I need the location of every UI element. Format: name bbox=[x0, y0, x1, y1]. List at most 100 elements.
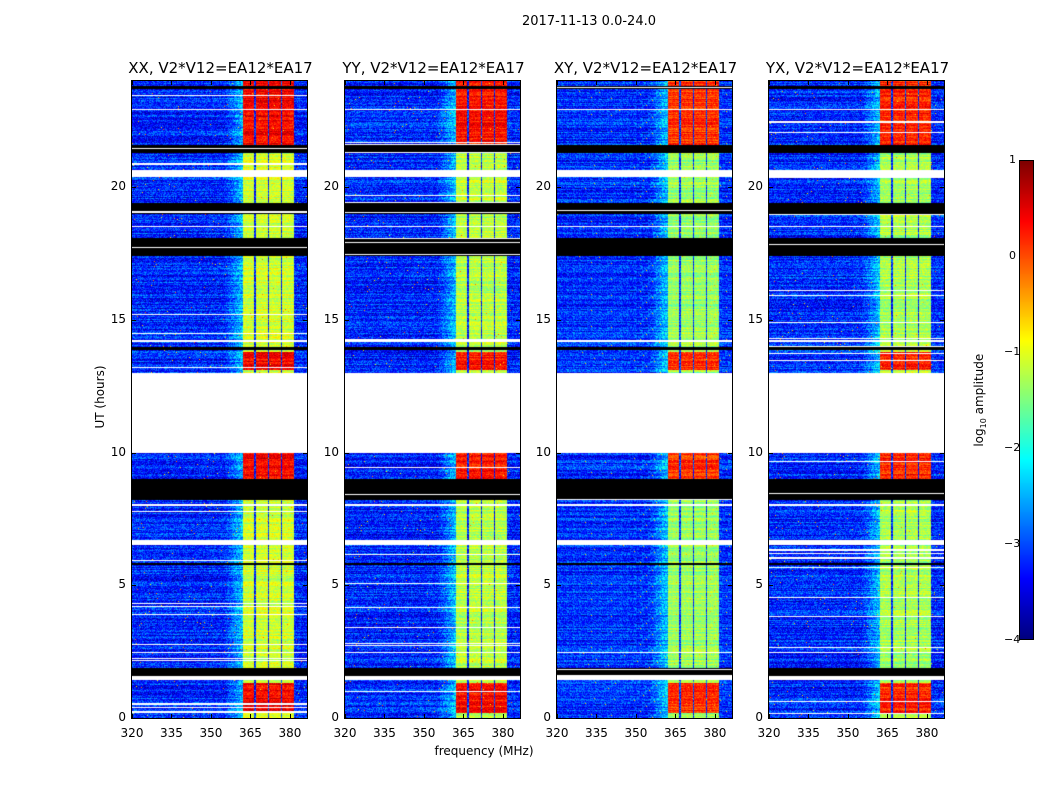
y-tick-label: 5 bbox=[118, 577, 126, 592]
x-tick-label: 320 bbox=[757, 726, 781, 740]
y-tick-mark bbox=[940, 585, 944, 587]
x-tick-mark bbox=[250, 714, 252, 718]
x-tick-mark bbox=[502, 81, 504, 85]
y-tick-mark bbox=[728, 718, 732, 719]
y-tick-mark bbox=[557, 718, 561, 719]
y-tick-mark bbox=[769, 718, 773, 719]
y-axis-label: UT (hours) bbox=[93, 365, 107, 429]
x-tick-label: 365 bbox=[238, 726, 262, 740]
y-tick-mark bbox=[728, 585, 732, 587]
x-tick-label: 335 bbox=[373, 726, 396, 740]
y-tick-mark bbox=[303, 187, 307, 189]
heatmap-image bbox=[132, 81, 307, 718]
colorbar-tick-label: 0 bbox=[1009, 249, 1016, 262]
y-tick-mark bbox=[132, 452, 136, 454]
colorbar-tick-label: 1 bbox=[1009, 153, 1016, 166]
colorbar-label: log10 amplitude bbox=[971, 353, 989, 447]
x-tick-label: 350 bbox=[199, 726, 223, 740]
y-tick-mark bbox=[769, 452, 773, 454]
y-tick-mark bbox=[132, 718, 136, 719]
x-tick-label: 350 bbox=[412, 726, 436, 740]
y-tick-label: 0 bbox=[331, 710, 339, 724]
x-tick-mark bbox=[171, 81, 173, 85]
y-tick-mark bbox=[557, 187, 561, 189]
x-tick-mark bbox=[596, 714, 598, 718]
panel-title: YY, V2*V12=EA12*EA17 bbox=[342, 59, 525, 77]
y-tick-label: 5 bbox=[331, 577, 339, 592]
heatmap-panel-3: XY, V2*V12=EA12*EA17 320 335 350 365 380 0 5 10 1… bbox=[536, 59, 737, 740]
colorbar-tick-label: −4 bbox=[1004, 633, 1021, 646]
y-tick-mark bbox=[557, 319, 561, 321]
panel-title: YX, V2*V12=EA12*EA17 bbox=[765, 59, 950, 77]
y-tick-label: 0 bbox=[118, 710, 126, 724]
x-tick-mark bbox=[423, 81, 425, 85]
heatmap-image bbox=[769, 81, 944, 718]
x-tick-mark bbox=[557, 714, 558, 718]
x-tick-mark bbox=[345, 81, 346, 85]
x-axis-label: frequency (MHz) bbox=[434, 744, 534, 758]
x-tick-mark bbox=[769, 81, 770, 85]
x-tick-mark bbox=[635, 81, 637, 85]
y-tick-mark bbox=[940, 319, 944, 321]
x-tick-label: 335 bbox=[797, 726, 820, 740]
x-tick-label: 350 bbox=[836, 726, 860, 740]
y-tick-label: 20 bbox=[323, 179, 339, 194]
y-tick-mark bbox=[345, 187, 349, 189]
x-tick-label: 380 bbox=[915, 726, 939, 740]
x-tick-mark bbox=[210, 81, 212, 85]
y-tick-mark bbox=[769, 319, 773, 321]
x-tick-mark bbox=[345, 714, 346, 718]
y-tick-label: 10 bbox=[323, 444, 339, 459]
x-tick-mark bbox=[171, 714, 173, 718]
heatmap-panel-4: YX, V2*V12=EA12*EA17 320 335 350 365 380 0 5 10 1… bbox=[748, 59, 949, 740]
heatmap-image bbox=[557, 81, 732, 718]
x-tick-label: 365 bbox=[451, 726, 475, 740]
y-tick-label: 5 bbox=[543, 577, 551, 592]
heatmap-image bbox=[345, 81, 520, 718]
y-tick-mark bbox=[303, 718, 307, 719]
y-tick-mark bbox=[516, 452, 520, 454]
y-tick-label: 20 bbox=[535, 179, 551, 194]
y-tick-mark bbox=[132, 187, 136, 189]
x-tick-mark bbox=[423, 714, 425, 718]
x-tick-mark bbox=[132, 81, 133, 85]
y-tick-label: 10 bbox=[110, 444, 126, 459]
x-tick-mark bbox=[210, 714, 212, 718]
x-tick-mark bbox=[502, 714, 504, 718]
x-tick-mark bbox=[132, 714, 133, 718]
y-tick-mark bbox=[728, 187, 732, 189]
y-tick-label: 15 bbox=[323, 311, 339, 326]
x-tick-mark bbox=[384, 81, 386, 85]
figure-title: 2017-11-13 0.0-24.0 bbox=[522, 14, 656, 29]
y-tick-mark bbox=[345, 718, 349, 719]
x-tick-mark bbox=[557, 81, 558, 85]
x-tick-mark bbox=[250, 81, 252, 85]
x-tick-mark bbox=[635, 714, 637, 718]
y-tick-mark bbox=[303, 319, 307, 321]
y-tick-mark bbox=[557, 452, 561, 454]
y-tick-mark bbox=[728, 452, 732, 454]
y-tick-mark bbox=[769, 187, 773, 189]
x-tick-mark bbox=[887, 714, 889, 718]
x-tick-label: 365 bbox=[875, 726, 899, 740]
x-tick-mark bbox=[596, 81, 598, 85]
x-tick-label: 320 bbox=[333, 726, 357, 740]
y-tick-label: 10 bbox=[747, 444, 763, 459]
heatmap-panel-2: YY, V2*V12=EA12*EA17 320 335 350 365 380 0 5 10 1… bbox=[324, 59, 525, 740]
y-tick-mark bbox=[940, 187, 944, 189]
y-tick-mark bbox=[132, 585, 136, 587]
y-tick-mark bbox=[516, 319, 520, 321]
y-tick-mark bbox=[516, 718, 520, 719]
x-tick-label: 380 bbox=[278, 726, 302, 740]
y-tick-mark bbox=[940, 452, 944, 454]
y-tick-mark bbox=[345, 319, 349, 321]
x-tick-label: 335 bbox=[160, 726, 183, 740]
x-tick-label: 335 bbox=[585, 726, 608, 740]
colorbar-tick-label: −2 bbox=[1004, 441, 1021, 454]
x-tick-mark bbox=[384, 714, 386, 718]
colorbar bbox=[1019, 160, 1034, 640]
y-tick-mark bbox=[940, 718, 944, 719]
x-tick-label: 365 bbox=[663, 726, 687, 740]
x-tick-mark bbox=[887, 81, 889, 85]
